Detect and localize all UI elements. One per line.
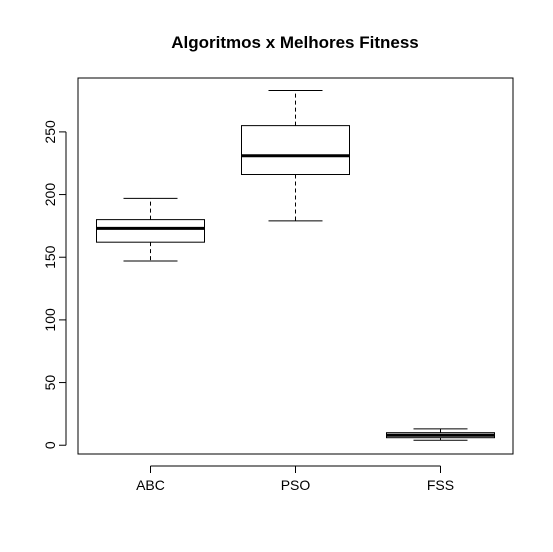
- chart-title: Algoritmos x Melhores Fitness: [171, 33, 419, 52]
- y-tick-label: 50: [42, 375, 58, 391]
- x-tick-label: PSO: [281, 477, 311, 493]
- x-axis: ABC PSO FSS: [136, 465, 454, 493]
- y-tick-label: 250: [42, 120, 58, 144]
- box-series: [96, 90, 495, 441]
- y-tick-label: 100: [42, 308, 58, 332]
- x-tick-label: FSS: [427, 477, 454, 493]
- box-abc: [96, 197, 205, 262]
- iqr-box: [96, 219, 205, 243]
- iqr-box: [241, 125, 350, 176]
- y-tick-label: 0: [42, 441, 58, 449]
- y-axis: 0 50 100 150 200 250: [42, 120, 67, 449]
- x-tick-label: ABC: [136, 477, 165, 493]
- plot-frame: [77, 77, 514, 455]
- box-fss: [386, 428, 495, 441]
- y-tick-label: 150: [42, 245, 58, 269]
- y-tick-label: 200: [42, 183, 58, 207]
- box-pso: [241, 90, 350, 222]
